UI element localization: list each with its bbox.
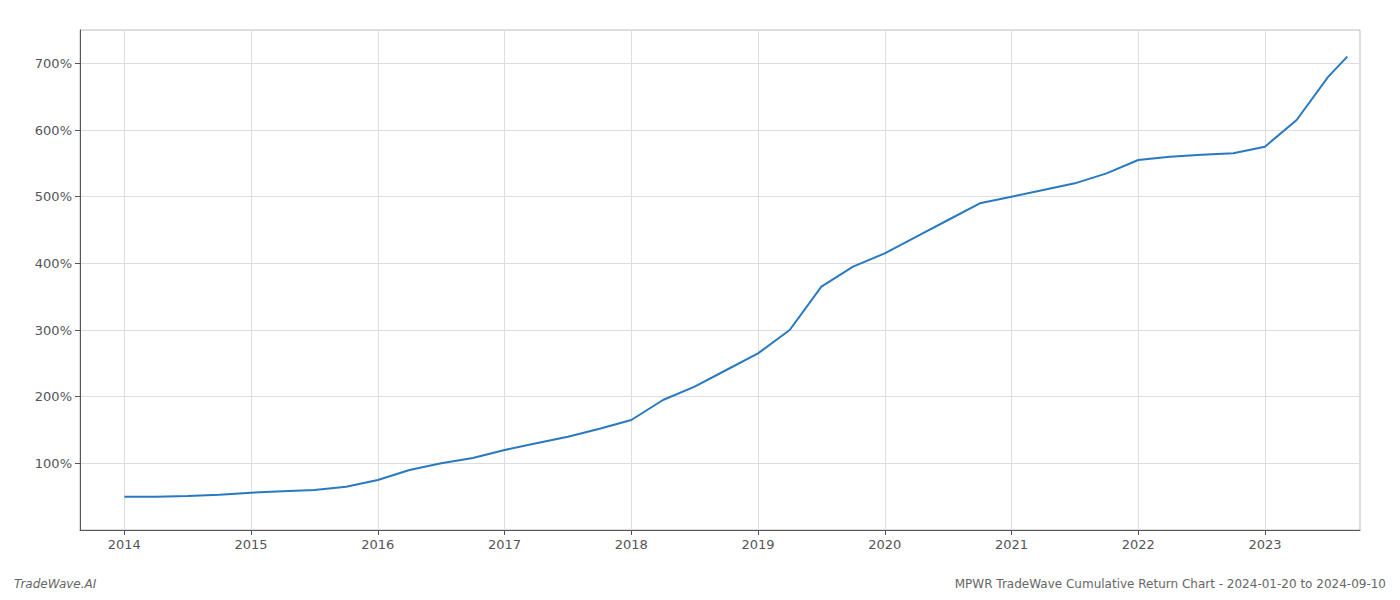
svg-text:TradeWave.AI: TradeWave.AI xyxy=(14,577,97,591)
svg-text:400%: 400% xyxy=(35,256,72,271)
svg-text:2017: 2017 xyxy=(488,537,521,552)
svg-text:200%: 200% xyxy=(35,389,72,404)
svg-text:600%: 600% xyxy=(35,123,72,138)
svg-text:300%: 300% xyxy=(35,323,72,338)
svg-text:MPWR TradeWave Cumulative Retu: MPWR TradeWave Cumulative Return Chart -… xyxy=(955,577,1386,591)
svg-text:500%: 500% xyxy=(35,189,72,204)
svg-text:2018: 2018 xyxy=(615,537,648,552)
svg-text:2021: 2021 xyxy=(995,537,1028,552)
svg-text:2015: 2015 xyxy=(235,537,268,552)
svg-text:700%: 700% xyxy=(35,56,72,71)
svg-text:2020: 2020 xyxy=(868,537,901,552)
svg-text:2019: 2019 xyxy=(741,537,774,552)
svg-text:100%: 100% xyxy=(35,456,72,471)
svg-text:2022: 2022 xyxy=(1122,537,1155,552)
svg-text:2016: 2016 xyxy=(361,537,394,552)
svg-text:2023: 2023 xyxy=(1248,537,1281,552)
svg-text:2014: 2014 xyxy=(108,537,141,552)
